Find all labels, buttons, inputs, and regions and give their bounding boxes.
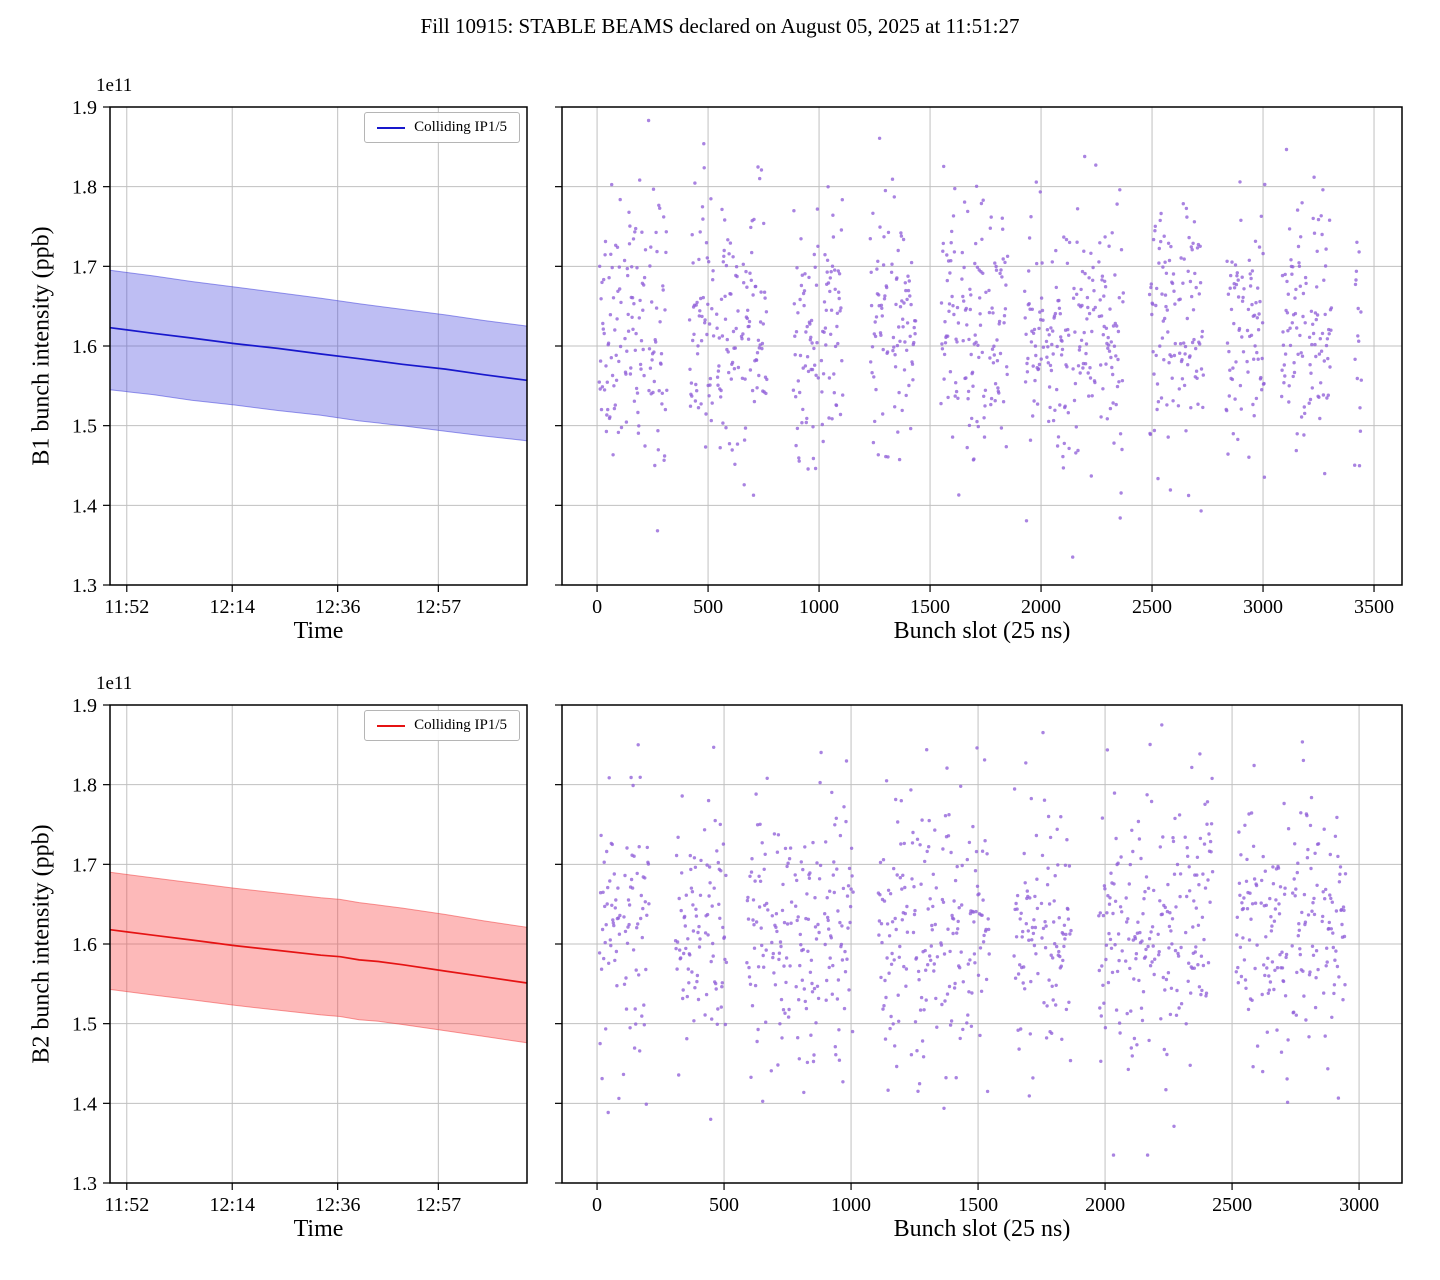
y-axis-label-b1: B1 bunch intensity (ppb) (28, 226, 55, 466)
figure-title: Fill 10915: STABLE BEAMS declared on Aug… (420, 14, 1020, 38)
y-axis-offset-label: 1e11 (96, 75, 133, 96)
svg-text:1.8: 1.8 (72, 775, 97, 797)
x-axis-label-bunch-slot: Bunch slot (25 ns) (893, 618, 1071, 644)
chart-b2-time-series: 11:52 12:14 12:36 12:57 1.3 1.4 1.5 1.6 1.7 1.8 1.… (29, 673, 528, 1242)
legend-label: Colliding IP1/5 (414, 119, 507, 135)
b1-bunch-slot-scatter-plot: 0 500 1000 1500 2000 2500 3000 3500 (555, 106, 1403, 618)
svg-text:12:36: 12:36 (315, 596, 361, 618)
svg-text:12:14: 12:14 (209, 596, 255, 618)
svg-text:12:57: 12:57 (416, 596, 462, 618)
svg-text:1.5: 1.5 (72, 416, 97, 438)
svg-text:2500: 2500 (1212, 1194, 1252, 1216)
svg-text:0: 0 (592, 1194, 602, 1216)
legend-line-sample (377, 126, 406, 129)
legend-label: Colliding IP1/5 (414, 717, 507, 733)
svg-text:1.6: 1.6 (72, 336, 97, 358)
svg-text:12:14: 12:14 (209, 1194, 255, 1216)
legend-line-sample (377, 724, 406, 727)
legend-b2: Colliding IP1/5 (364, 710, 520, 741)
svg-text:1500: 1500 (910, 596, 950, 618)
svg-text:1.8: 1.8 (72, 177, 97, 199)
svg-text:12:57: 12:57 (416, 1194, 462, 1216)
b2-bunch-slot-scatter-plot: 0 500 1000 1500 2000 2500 3000 (555, 704, 1403, 1216)
svg-text:3000: 3000 (1339, 1194, 1379, 1216)
svg-text:1.9: 1.9 (72, 695, 97, 717)
b1-time-series-plot: 11:52 12:14 12:36 12:57 1.3 1.4 1.5 1.6 1.7 1.8 1.… (72, 97, 528, 618)
chart-b1-time-series: 11:52 12:14 12:36 12:57 1.3 1.4 1.5 1.6 1.7 1.8 1.… (29, 75, 528, 644)
x-axis-label-bunch-slot: Bunch slot (25 ns) (893, 1216, 1071, 1242)
svg-text:1.9: 1.9 (72, 97, 97, 119)
svg-text:3000: 3000 (1243, 596, 1283, 618)
b2-time-series-plot: 11:52 12:14 12:36 12:57 1.3 1.4 1.5 1.6 1.7 1.8 1.… (72, 695, 528, 1216)
x-axis-label-time: Time (293, 1216, 344, 1242)
svg-text:1.3: 1.3 (72, 1173, 97, 1195)
svg-text:1.4: 1.4 (72, 495, 97, 517)
svg-text:1000: 1000 (831, 1194, 871, 1216)
x-axis-label-time: Time (293, 618, 344, 644)
y-axis-label-b2: B2 bunch intensity (ppb) (28, 824, 55, 1064)
svg-text:0: 0 (592, 596, 602, 618)
svg-text:500: 500 (693, 596, 723, 618)
svg-text:2000: 2000 (1085, 1194, 1125, 1216)
svg-text:11:52: 11:52 (104, 596, 149, 618)
svg-text:1.6: 1.6 (72, 934, 97, 956)
chart-b2-bunch-slots: 0 500 1000 1500 2000 2500 3000 Bunch slot (25 … (555, 704, 1403, 1242)
legend-b1: Colliding IP1/5 (364, 112, 520, 143)
svg-text:1.5: 1.5 (72, 1014, 97, 1036)
svg-text:2000: 2000 (1021, 596, 1061, 618)
y-axis-offset-label: 1e11 (96, 673, 133, 694)
svg-text:3500: 3500 (1354, 596, 1394, 618)
svg-text:1.7: 1.7 (72, 854, 97, 876)
svg-text:1500: 1500 (958, 1194, 998, 1216)
svg-text:1.3: 1.3 (72, 575, 97, 597)
svg-text:1.4: 1.4 (72, 1093, 97, 1115)
svg-text:500: 500 (709, 1194, 739, 1216)
svg-text:12:36: 12:36 (315, 1194, 361, 1216)
chart-b1-bunch-slots: 0 500 1000 1500 2000 2500 3000 3500 Bunch slot … (555, 106, 1403, 644)
svg-text:11:52: 11:52 (104, 1194, 149, 1216)
svg-text:2500: 2500 (1132, 596, 1172, 618)
svg-text:1.7: 1.7 (72, 256, 97, 278)
svg-text:1000: 1000 (799, 596, 839, 618)
